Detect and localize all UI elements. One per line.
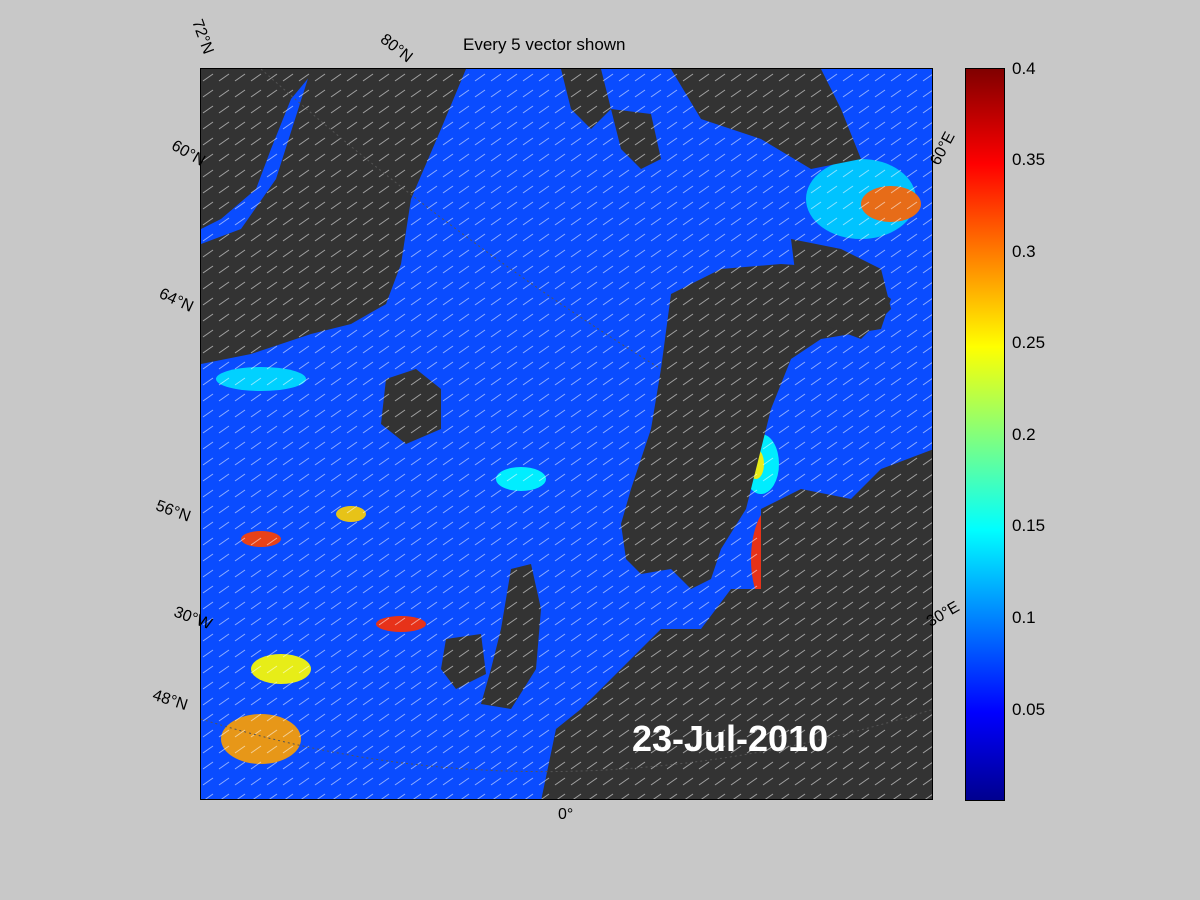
colorbar-tick: 0.1	[1012, 608, 1036, 627]
lat-label-56: 56°N	[153, 497, 193, 526]
lon-label-80: 80°N	[376, 30, 416, 67]
lat-label-48: 48°N	[150, 686, 190, 715]
current-speed-map	[201, 69, 932, 799]
colorbar-tick: 0.3	[1012, 242, 1036, 261]
lat-label-64: 64°N	[156, 285, 196, 316]
colorbar	[965, 68, 1005, 801]
colorbar-tick: 0.25	[1012, 333, 1046, 352]
map-panel	[200, 68, 933, 800]
colorbar-tick: 0.05	[1012, 700, 1046, 719]
colorbar-tick: 0.35	[1012, 150, 1046, 169]
date-stamp: 23-Jul-2010	[632, 718, 829, 759]
lon-label-0: 0°	[558, 806, 574, 823]
map-title: Every 5 vector shown	[463, 35, 626, 54]
vector-arrows	[201, 69, 932, 799]
colorbar-tick: 0.15	[1012, 516, 1046, 535]
colorbar-tick: 0.2	[1012, 425, 1036, 444]
lat-label-72: 72°N	[188, 17, 217, 57]
colorbar-tick: 0.4	[1012, 59, 1036, 78]
